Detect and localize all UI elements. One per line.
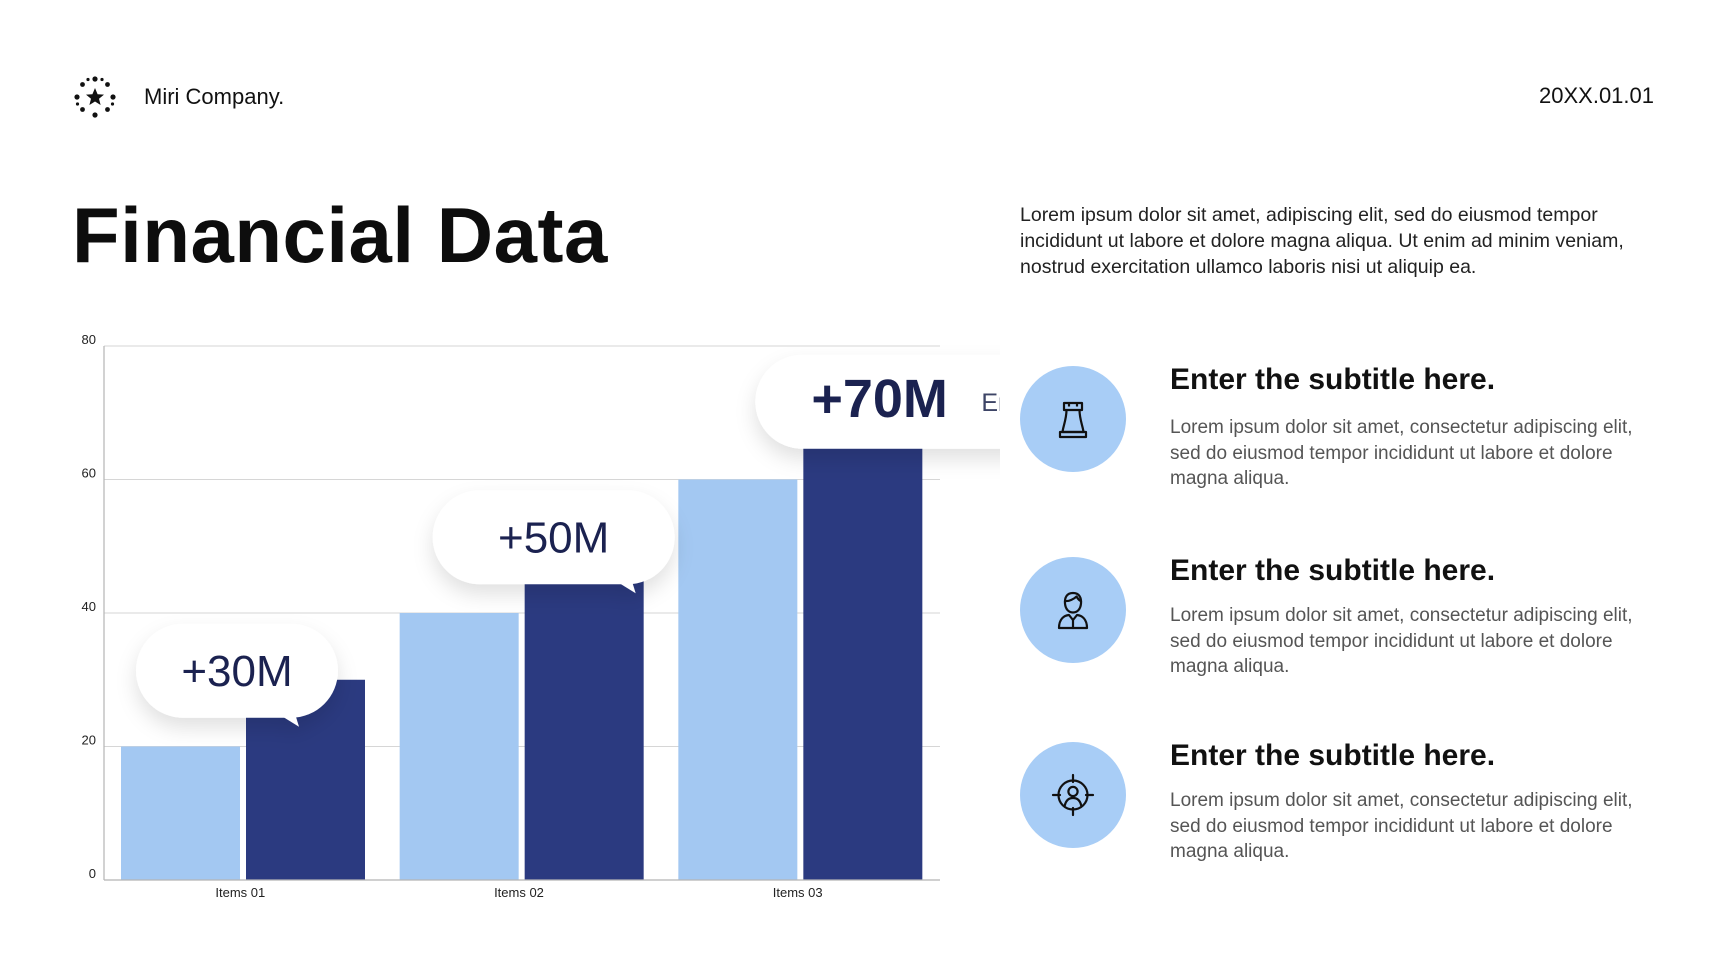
callout-bubble xyxy=(755,354,1000,449)
chart-bars xyxy=(121,412,923,880)
chart-axes: 0 20 40 60 80 Items 01 Items 02 Items 03 xyxy=(82,332,940,900)
callout-subtitle: Enter subtitle xyxy=(981,389,1000,417)
callout-body xyxy=(755,354,1000,449)
y-tick-label: 80 xyxy=(82,332,96,347)
callout-value: +30M xyxy=(181,647,292,696)
x-tick-label: Items 03 xyxy=(773,885,823,900)
page-title: Financial Data xyxy=(72,191,608,279)
callout-bubble xyxy=(136,623,338,727)
callout-bubble xyxy=(432,490,675,594)
person-icon xyxy=(1057,591,1089,630)
bar-dark xyxy=(803,412,923,880)
date-label: 20XX.01.01 xyxy=(1539,83,1654,108)
callout-tail xyxy=(278,713,299,727)
bar-light xyxy=(678,479,798,880)
feature-icon-circle xyxy=(1020,557,1126,663)
feature-title: Enter the subtitle here. xyxy=(1170,554,1496,587)
feature-title: Enter the subtitle here. xyxy=(1170,363,1496,396)
y-tick-label: 20 xyxy=(82,733,96,748)
feature-body: Lorem ipsum dolor sit amet, consectetur … xyxy=(1170,790,1633,862)
brand: Miri Company. xyxy=(72,74,284,120)
chart-grid xyxy=(104,345,940,747)
callout-body xyxy=(136,623,338,718)
feature-body: Lorem ipsum dolor sit amet, consectetur … xyxy=(1170,417,1633,489)
callout-body xyxy=(432,490,675,585)
callout-tail xyxy=(614,580,636,594)
intro-paragraph: Lorem ipsum dolor sit amet, adipiscing e… xyxy=(1020,204,1624,278)
feature-icon-circle xyxy=(1020,366,1126,472)
bar-light xyxy=(399,613,519,880)
x-tick-label: Items 02 xyxy=(494,885,544,900)
y-tick-label: 0 xyxy=(89,866,96,881)
bar-chart: 0 20 40 60 80 Items 01 Items 02 Items 03 +30M +5… xyxy=(82,332,1000,900)
brand-name: Miri Company. xyxy=(144,84,285,109)
feature-body: Lorem ipsum dolor sit amet, consectetur … xyxy=(1170,605,1633,677)
bar-dark xyxy=(524,546,644,880)
callout-value: +50M xyxy=(498,513,609,562)
feature-icon-circle xyxy=(1020,742,1126,848)
flower-burst-logo xyxy=(74,76,116,118)
chart-callouts: +30M +50M +70M Enter subtitle xyxy=(136,354,1000,727)
y-tick-label: 40 xyxy=(82,599,96,614)
callout-value: +70M xyxy=(811,369,948,429)
x-tick-label: Items 01 xyxy=(215,885,265,900)
chess-rook-icon xyxy=(1058,401,1088,439)
y-tick-label: 60 xyxy=(82,466,96,481)
feature-title: Enter the subtitle here. xyxy=(1170,739,1496,772)
target-person-icon xyxy=(1051,773,1095,817)
bar-light xyxy=(121,746,240,880)
